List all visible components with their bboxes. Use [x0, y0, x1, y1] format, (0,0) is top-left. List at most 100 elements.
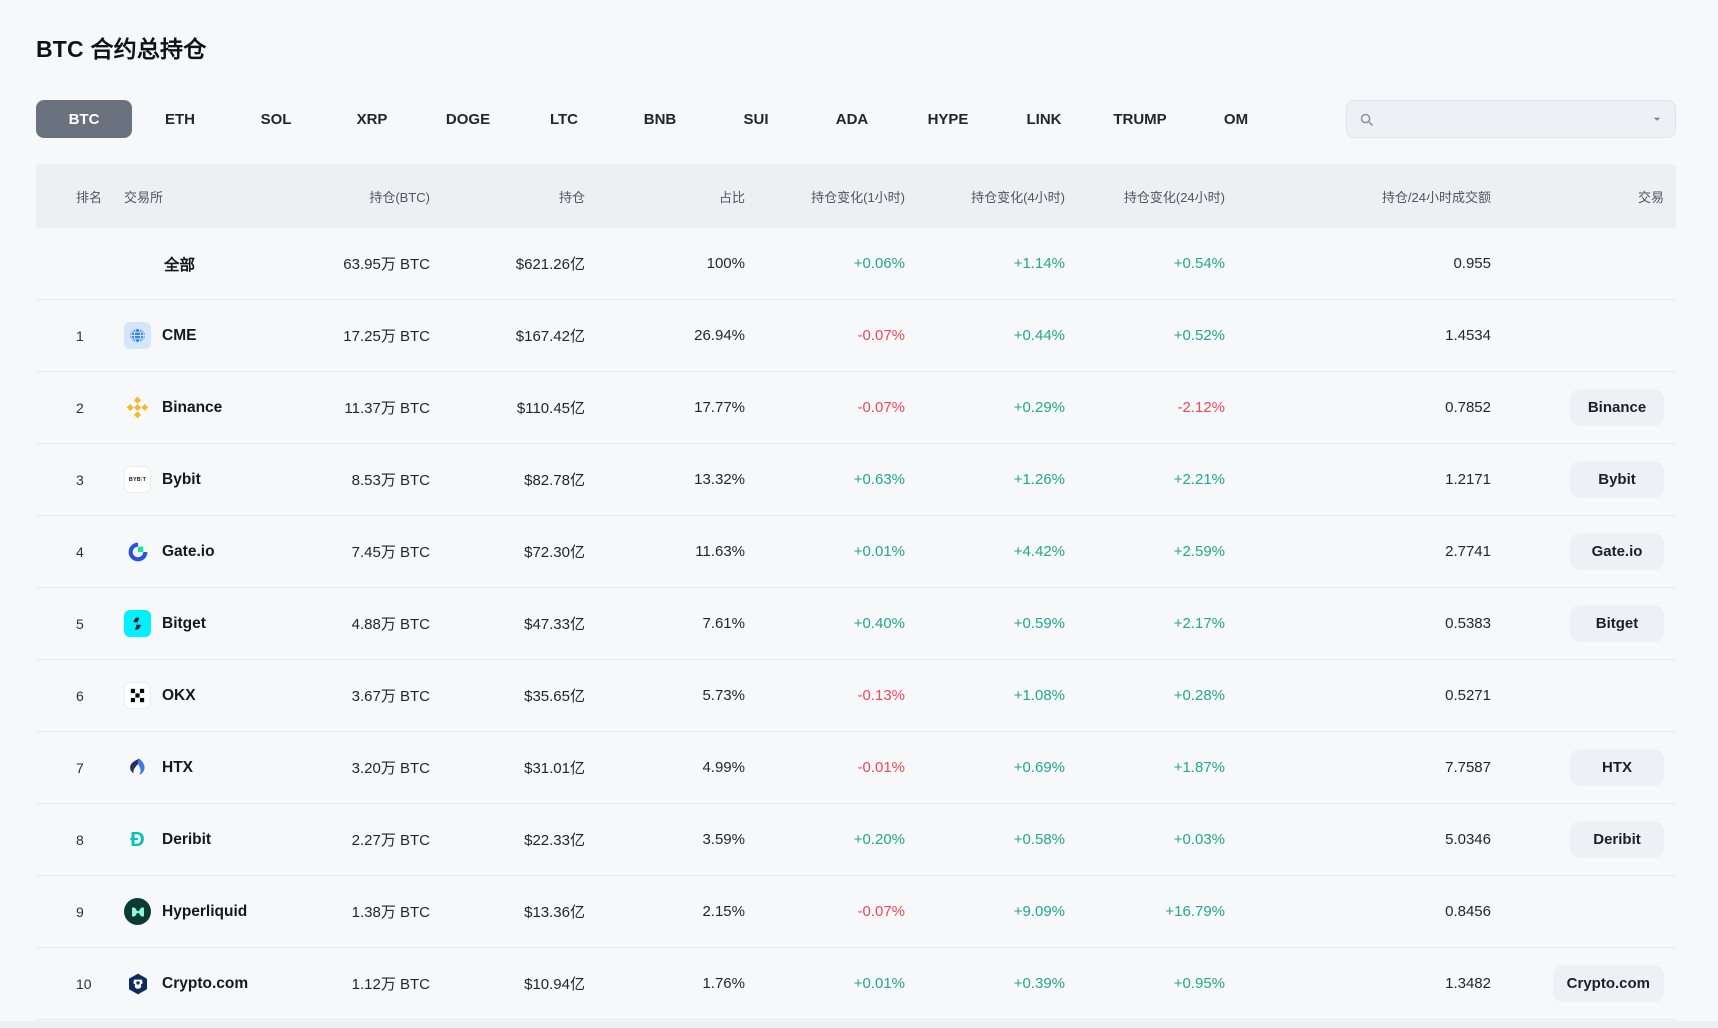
- exchange-name: Crypto.com: [162, 974, 249, 992]
- header-oi-usd: 持仓: [558, 189, 585, 205]
- tab-btc[interactable]: BTC: [36, 100, 132, 138]
- cell-rank: 5: [76, 615, 84, 632]
- header-trade: 交易: [1637, 189, 1664, 205]
- cell-oi-btc: 7.45万 BTC: [351, 544, 430, 561]
- next-section-edge: [0, 1021, 1718, 1028]
- cell-oi-btc: 3.20万 BTC: [351, 760, 430, 777]
- header-rank: 排名: [76, 189, 103, 205]
- exchange-name: Bitget: [162, 614, 206, 632]
- cell-oi-usd: $72.30亿: [524, 544, 585, 561]
- tab-ada[interactable]: ADA: [835, 110, 869, 128]
- cell-oi-btc: 63.95万 BTC: [343, 256, 430, 273]
- cell-change-4h: +4.42%: [1013, 543, 1065, 560]
- cell-oi-btc: 8.53万 BTC: [351, 472, 430, 489]
- trade-button-bitget[interactable]: Bitget: [1570, 605, 1664, 642]
- tab-bnb[interactable]: BNB: [643, 110, 677, 128]
- cell-oi-btc: 17.25万 BTC: [343, 328, 430, 345]
- cell-change-1h: +0.63%: [853, 471, 905, 488]
- cell-oi-usd: $10.94亿: [524, 976, 585, 993]
- cell-share: 4.99%: [702, 759, 745, 776]
- cell-change-4h: +0.39%: [1013, 975, 1065, 992]
- cell-rank: 3: [76, 471, 84, 488]
- cell-oi-usd: $621.26亿: [515, 256, 585, 273]
- tab-eth[interactable]: ETH: [165, 110, 195, 128]
- cell-change-4h: +1.08%: [1013, 687, 1065, 704]
- exchange-name: 全部: [164, 256, 196, 274]
- cell-change-24h: +0.28%: [1173, 687, 1225, 704]
- tab-xrp[interactable]: XRP: [356, 110, 388, 128]
- tab-ltc[interactable]: LTC: [549, 110, 579, 128]
- tab-link[interactable]: LINK: [1026, 110, 1062, 128]
- tab-sui[interactable]: SUI: [743, 110, 769, 128]
- cell-oi-usd: $22.33亿: [524, 832, 585, 849]
- cell-change-1h: -0.07%: [857, 903, 905, 920]
- cell-exchange: Bitget: [124, 610, 310, 637]
- cell-change-24h: +1.87%: [1173, 759, 1225, 776]
- tab-trump[interactable]: TRUMP: [1113, 110, 1167, 128]
- cell-change-24h: +2.59%: [1173, 543, 1225, 560]
- tab-hype[interactable]: HYPE: [927, 110, 969, 128]
- cell-change-4h: +0.44%: [1013, 327, 1065, 344]
- cell-oi-usd: $82.78亿: [524, 472, 585, 489]
- chevron-down-icon[interactable]: [1651, 113, 1663, 125]
- trade-button-deribit[interactable]: Deribit: [1570, 821, 1664, 858]
- cell-change-1h: -0.07%: [857, 399, 905, 416]
- cell-rank: 2: [76, 399, 84, 416]
- trade-button-binance[interactable]: Binance: [1570, 389, 1664, 426]
- cell-trade: Bybit: [1491, 461, 1676, 498]
- search-input[interactable]: [1382, 111, 1643, 127]
- table-row: 4 Gate.io 7.45万 BTC $72.30亿 11.63% +0.01…: [36, 516, 1676, 588]
- cell-change-24h: +2.21%: [1173, 471, 1225, 488]
- header-oi-btc: 持仓(BTC): [369, 189, 430, 205]
- cell-oi-volume-ratio: 0.955: [1453, 255, 1491, 272]
- cell-exchange: Đ Deribit: [124, 826, 310, 853]
- cell-change-1h: +0.06%: [853, 255, 905, 272]
- header-share: 占比: [718, 189, 745, 205]
- cell-share: 13.32%: [694, 471, 745, 488]
- cme-logo-icon: [124, 322, 151, 349]
- cell-change-1h: -0.13%: [857, 687, 905, 704]
- exchange-name: Gate.io: [162, 542, 215, 560]
- cell-trade: HTX: [1491, 749, 1676, 786]
- cell-rank: 9: [76, 903, 84, 920]
- cell-oi-usd: $35.65亿: [524, 688, 585, 705]
- cell-change-1h: -0.01%: [857, 759, 905, 776]
- cell-oi-volume-ratio: 0.8456: [1445, 903, 1491, 920]
- cell-oi-volume-ratio: 1.3482: [1445, 975, 1491, 992]
- cell-exchange: CME: [124, 322, 310, 349]
- trade-button-bybit[interactable]: Bybit: [1570, 461, 1664, 498]
- tab-om[interactable]: OM: [1223, 110, 1249, 128]
- tab-doge[interactable]: DOGE: [445, 110, 491, 128]
- tab-sol[interactable]: SOL: [260, 110, 292, 128]
- trade-button-crypto-com[interactable]: Crypto.com: [1552, 965, 1664, 1002]
- cell-exchange: HTX: [124, 754, 310, 781]
- cell-exchange: Binance: [124, 394, 310, 421]
- cell-oi-btc: 2.27万 BTC: [351, 832, 430, 849]
- bitget-logo-icon: [124, 610, 151, 637]
- trade-button-htx[interactable]: HTX: [1570, 749, 1664, 786]
- cell-share: 3.59%: [702, 831, 745, 848]
- cell-share: 100%: [706, 255, 745, 272]
- cell-change-24h: +0.52%: [1173, 327, 1225, 344]
- cell-trade: Binance: [1491, 389, 1676, 426]
- cell-oi-volume-ratio: 0.7852: [1445, 399, 1491, 416]
- cell-share: 17.77%: [694, 399, 745, 416]
- table-body: 全部 63.95万 BTC $621.26亿 100% +0.06% +1.14…: [36, 228, 1676, 1020]
- search-icon: [1359, 112, 1374, 127]
- cell-oi-volume-ratio: 1.2171: [1445, 471, 1491, 488]
- cell-share: 1.76%: [702, 975, 745, 992]
- cell-change-4h: +1.26%: [1013, 471, 1065, 488]
- cell-trade: Bitget: [1491, 605, 1676, 642]
- trade-button-gate-io[interactable]: Gate.io: [1570, 533, 1664, 570]
- table-header-row: 排名 交易所 持仓(BTC) 持仓 占比 持仓变化(1小时) 持仓变化(4小时)…: [36, 164, 1676, 228]
- cell-trade: Crypto.com: [1491, 965, 1676, 1002]
- header-oi-volume-ratio: 持仓/24小时成交额: [1381, 189, 1491, 205]
- coin-search-box[interactable]: [1346, 100, 1676, 138]
- cell-share: 7.61%: [702, 615, 745, 632]
- cell-exchange: OKX: [124, 682, 310, 709]
- cell-exchange: Hyperliquid: [124, 898, 310, 925]
- cell-change-24h: +0.54%: [1173, 255, 1225, 272]
- exchange-name: OKX: [162, 686, 196, 704]
- table-row: 7 HTX 3.20万 BTC $31.01亿 4.99% -0.01% +0.…: [36, 732, 1676, 804]
- cell-change-4h: +0.29%: [1013, 399, 1065, 416]
